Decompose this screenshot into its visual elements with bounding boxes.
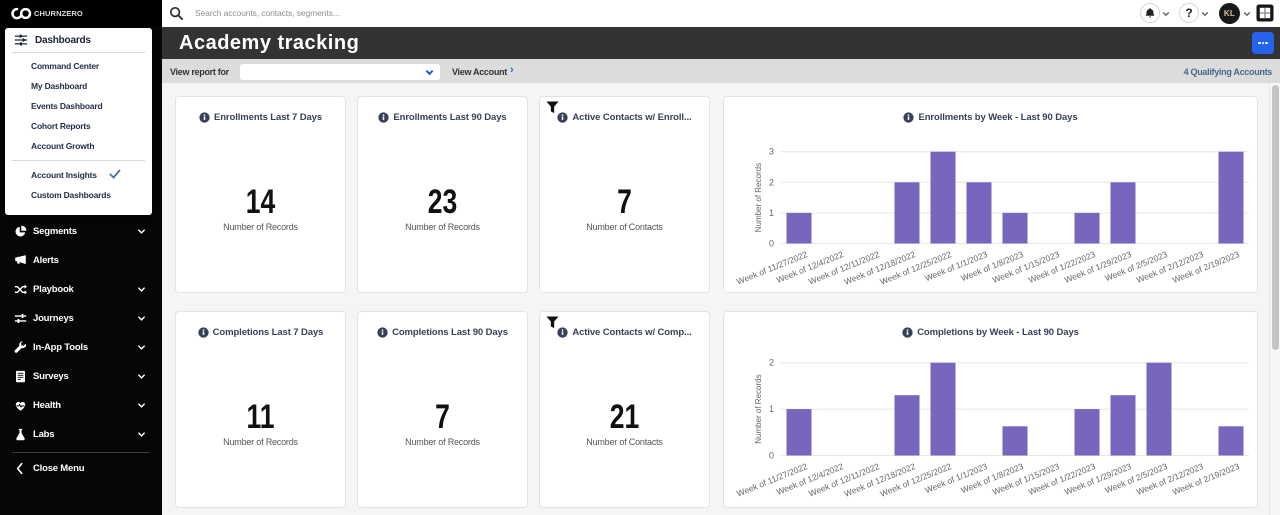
svg-text:1: 1 bbox=[769, 208, 774, 218]
svg-text:2: 2 bbox=[769, 177, 774, 187]
svg-text:2: 2 bbox=[769, 358, 774, 368]
svg-text:1: 1 bbox=[769, 404, 774, 414]
svg-text:0: 0 bbox=[769, 451, 774, 461]
svg-text:0: 0 bbox=[769, 239, 774, 249]
svg-text:3: 3 bbox=[769, 147, 774, 157]
svg-text:Number of Records: Number of Records bbox=[754, 163, 763, 232]
svg-text:Number of Records: Number of Records bbox=[754, 374, 763, 443]
